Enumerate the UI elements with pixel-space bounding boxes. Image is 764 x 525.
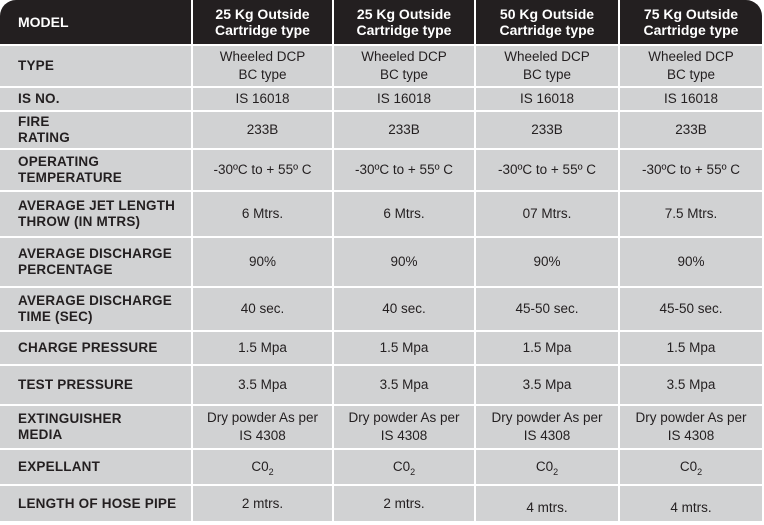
row-label-hose-length: LENGTH OF HOSE PIPE [0,484,193,521]
table-cell: Dry powder As per IS 4308 [476,404,620,448]
table-cell: -30ºC to + 55º C [476,148,620,190]
table-row-test-pressure: TEST PRESSURE 3.5 Mpa 3.5 Mpa 3.5 Mpa 3.… [0,364,762,404]
header-col-1: 25 Kg Outside Cartridge type [193,0,334,44]
table-cell: 1.5 Mpa [334,330,476,364]
table-row-charge-pressure: CHARGE PRESSURE 1.5 Mpa 1.5 Mpa 1.5 Mpa … [0,330,762,364]
table-cell: 2 mtrs. [334,484,476,521]
row-label-jet-length: AVERAGE JET LENGTH THROW (IN MTRS) [0,190,193,236]
table-cell: 4 mtrs. [476,484,620,521]
header-text: Cartridge type [643,22,739,38]
header-text: Cartridge type [215,22,310,38]
row-label-discharge-percentage: AVERAGE DISCHARGE PERCENTAGE [0,236,193,286]
row-label-discharge-time: AVERAGE DISCHARGE TIME (SEC) [0,286,193,330]
table-cell: 6 Mtrs. [193,190,334,236]
table-cell: C02 [476,448,620,484]
table-row-is-no: IS NO. IS 16018 IS 16018 IS 16018 IS 160… [0,86,762,110]
row-label-expellant: EXPELLANT [0,448,193,484]
table-row-jet-length: AVERAGE JET LENGTH THROW (IN MTRS) 6 Mtrs… [0,190,762,236]
table-cell: Dry powder As per IS 4308 [620,404,762,448]
row-label-test-pressure: TEST PRESSURE [0,364,193,404]
table-cell: 07 Mtrs. [476,190,620,236]
table-cell: 1.5 Mpa [620,330,762,364]
table-row-fire-rating: FIRE RATING 233B 233B 233B 233B [0,110,762,148]
table-cell: -30ºC to + 55º C [193,148,334,190]
header-text: 50 Kg Outside [499,6,595,22]
table-cell: 2 mtrs. [193,484,334,521]
header-text: 25 Kg Outside [356,6,452,22]
header-text: Cartridge type [356,22,452,38]
table-cell: 233B [620,110,762,148]
table-cell: IS 16018 [334,86,476,110]
table-cell: 233B [193,110,334,148]
header-col-2: 25 Kg Outside Cartridge type [334,0,476,44]
table-cell: -30ºC to + 55º C [620,148,762,190]
table-cell: 3.5 Mpa [193,364,334,404]
table-cell: -30ºC to + 55º C [334,148,476,190]
table-cell: 45-50 sec. [476,286,620,330]
table-cell: 6 Mtrs. [334,190,476,236]
table-cell: Dry powder As per IS 4308 [193,404,334,448]
table-cell: 90% [334,236,476,286]
table-cell: C02 [620,448,762,484]
row-label-fire-rating: FIRE RATING [0,110,193,148]
table-row-type: TYPE Wheeled DCP BC type Wheeled DCP BC ty… [0,44,762,86]
table-row-operating-temperature: OPERATING TEMPERATURE -30ºC to + 55º C -3… [0,148,762,190]
table-cell: IS 16018 [620,86,762,110]
table-cell: 3.5 Mpa [334,364,476,404]
table-cell: Dry powder As per IS 4308 [334,404,476,448]
header-model-text: MODEL [18,14,69,30]
table-cell: 1.5 Mpa [193,330,334,364]
header-text: Cartridge type [499,22,595,38]
table-row-expellant: EXPELLANT C02 C02 C02 C02 [0,448,762,484]
table-cell: 90% [476,236,620,286]
table-cell: 4 mtrs. [620,484,762,521]
table-cell: 233B [476,110,620,148]
table-row-discharge-time: AVERAGE DISCHARGE TIME (SEC) 40 sec. 40 s… [0,286,762,330]
header-col-3: 50 Kg Outside Cartridge type [476,0,620,44]
table-row-discharge-percentage: AVERAGE DISCHARGE PERCENTAGE 90% 90% 90% … [0,236,762,286]
table-cell: 3.5 Mpa [620,364,762,404]
table-row-hose-length: LENGTH OF HOSE PIPE 2 mtrs. 2 mtrs. 4 mt… [0,484,762,521]
table-cell: IS 16018 [193,86,334,110]
row-label-type: TYPE [0,44,193,86]
table-cell: IS 16018 [476,86,620,110]
table-cell: 233B [334,110,476,148]
header-text: 75 Kg Outside [643,6,739,22]
header-model: MODEL [0,0,193,44]
table-cell: 40 sec. [334,286,476,330]
row-label-media: EXTINGUISHER MEDIA [0,404,193,448]
table-cell: C02 [193,448,334,484]
table-cell: Wheeled DCP BC type [476,44,620,86]
header-col-4: 75 Kg Outside Cartridge type [620,0,762,44]
table-cell: 90% [193,236,334,286]
table-cell: 3.5 Mpa [476,364,620,404]
table-cell: Wheeled DCP BC type [193,44,334,86]
row-label-charge-pressure: CHARGE PRESSURE [0,330,193,364]
table-cell: 45-50 sec. [620,286,762,330]
table-cell: 90% [620,236,762,286]
table-cell: 1.5 Mpa [476,330,620,364]
header-text: 25 Kg Outside [215,6,310,22]
table-cell: Wheeled DCP BC type [334,44,476,86]
table-cell: 7.5 Mtrs. [620,190,762,236]
table-cell: Wheeled DCP BC type [620,44,762,86]
row-label-operating-temperature: OPERATING TEMPERATURE [0,148,193,190]
table-cell: 40 sec. [193,286,334,330]
table-row-media: EXTINGUISHER MEDIA Dry powder As per IS 43… [0,404,762,448]
table-cell: C02 [334,448,476,484]
header-row: MODEL 25 Kg Outside Cartridge type 25 Kg … [0,0,762,44]
row-label-is-no: IS NO. [0,86,193,110]
